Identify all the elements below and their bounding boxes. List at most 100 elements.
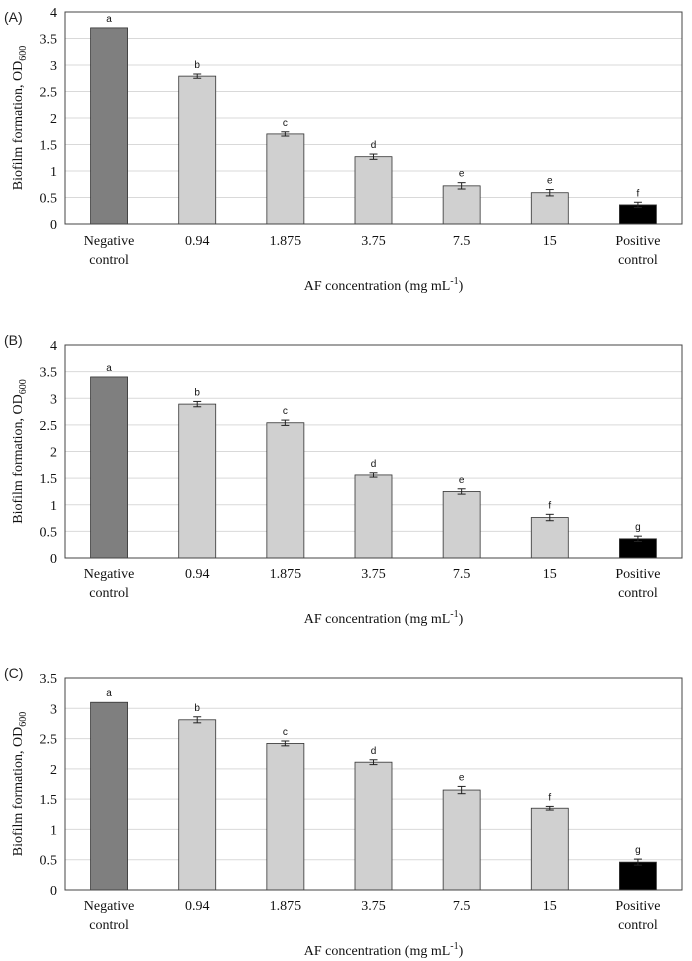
panel-label: (A) — [4, 9, 23, 25]
bar — [178, 403, 217, 559]
x-tick-label: Positive — [615, 567, 660, 582]
significance-letter: b — [194, 387, 200, 398]
x-axis-title: AF concentration (mg mL-1) — [304, 276, 464, 294]
y-tick-label: 3.5 — [40, 672, 58, 687]
y-tick-label: 1.5 — [40, 793, 58, 808]
significance-letter: b — [194, 703, 200, 714]
y-tick-label: 2.5 — [40, 86, 58, 101]
x-tick-label: 1.875 — [270, 234, 302, 249]
y-tick-label: 3 — [50, 59, 57, 74]
x-tick-label: control — [618, 918, 658, 933]
x-tick-label: 7.5 — [453, 234, 471, 249]
y-tick-label: 4 — [50, 339, 57, 354]
y-tick-label: 1 — [50, 165, 57, 180]
significance-letter: d — [371, 746, 377, 757]
significance-letter: e — [459, 772, 465, 783]
x-tick-label: 0.94 — [185, 234, 210, 249]
y-tick-label: 3 — [50, 392, 57, 407]
bar — [90, 701, 128, 891]
bar — [530, 517, 569, 559]
y-tick-label: 2 — [50, 112, 57, 127]
x-tick-label: 0.94 — [185, 567, 210, 582]
significance-letter: f — [637, 188, 640, 199]
bar — [266, 422, 305, 559]
significance-letter: b — [194, 60, 200, 71]
x-tick-label: 15 — [543, 899, 557, 914]
bar — [530, 192, 569, 225]
x-tick-label: 15 — [543, 234, 557, 249]
panel-label: (C) — [4, 665, 23, 681]
x-tick-label: 1.875 — [270, 567, 302, 582]
significance-letter: a — [106, 14, 112, 25]
x-tick-label: control — [618, 253, 658, 268]
significance-letter: e — [459, 169, 465, 180]
chart-panel-3: (C) 0 0.5 1 1.5 2 2.5 3 3.5 a Negative control b 0.94… — [4, 665, 683, 959]
x-tick-label: Negative — [84, 899, 135, 914]
x-tick-label: control — [89, 918, 129, 933]
y-tick-label: 3.5 — [40, 366, 58, 381]
x-tick-label: control — [89, 253, 129, 268]
significance-letter: a — [106, 688, 112, 699]
chart-panel-2: (B) 0 0.5 1 1.5 2 2.5 3 3.5 4 a Negative control b 0.9… — [4, 332, 683, 627]
y-tick-label: 2 — [50, 446, 57, 461]
significance-letter: a — [106, 363, 112, 374]
x-tick-label: Positive — [615, 899, 660, 914]
bar — [266, 743, 305, 891]
bar — [354, 761, 393, 891]
bar — [266, 133, 305, 225]
significance-letter: c — [283, 727, 288, 738]
plot-frame — [64, 11, 683, 225]
significance-letter: f — [548, 500, 551, 511]
bar — [442, 789, 481, 891]
y-tick-label: 0 — [50, 884, 57, 899]
y-axis-title: Biofilm formation, OD600 — [11, 46, 29, 191]
x-tick-label: control — [618, 586, 658, 601]
y-tick-label: 2.5 — [40, 419, 58, 434]
y-tick-label: 0 — [50, 218, 57, 233]
y-tick-label: 1.5 — [40, 139, 58, 154]
y-tick-label: 2.5 — [40, 733, 58, 748]
y-tick-label: 1 — [50, 823, 57, 838]
plot-frame — [64, 344, 683, 559]
bar — [354, 156, 393, 225]
x-tick-label: 7.5 — [453, 567, 471, 582]
x-tick-label: Negative — [84, 567, 135, 582]
bar — [178, 719, 217, 891]
bar — [619, 861, 657, 891]
significance-letter: g — [635, 845, 641, 856]
panel-label: (B) — [4, 332, 23, 348]
x-tick-label: Positive — [615, 234, 660, 249]
significance-letter: c — [283, 406, 288, 417]
bar — [442, 185, 481, 225]
y-tick-label: 0.5 — [40, 854, 58, 869]
bar — [354, 474, 393, 559]
significance-letter: d — [371, 459, 377, 470]
significance-letter: g — [635, 522, 641, 533]
y-axis-title: Biofilm formation, OD600 — [11, 712, 29, 857]
significance-letter: e — [547, 176, 553, 187]
x-tick-label: control — [89, 586, 129, 601]
y-tick-label: 0 — [50, 552, 57, 567]
x-tick-label: 3.75 — [361, 234, 386, 249]
x-axis-title: AF concentration (mg mL-1) — [304, 941, 464, 959]
y-tick-label: 3.5 — [40, 33, 58, 48]
y-tick-label: 4 — [50, 6, 57, 21]
significance-letter: f — [548, 792, 551, 803]
significance-letter: d — [371, 140, 377, 151]
bar — [530, 807, 569, 891]
x-axis-title: AF concentration (mg mL-1) — [304, 609, 464, 627]
y-tick-label: 1 — [50, 499, 57, 514]
x-tick-label: 15 — [543, 567, 557, 582]
significance-letter: c — [283, 118, 288, 129]
bar — [90, 27, 128, 225]
x-tick-label: Negative — [84, 234, 135, 249]
significance-letter: e — [459, 475, 465, 486]
x-tick-label: 3.75 — [361, 567, 386, 582]
y-tick-label: 1.5 — [40, 472, 58, 487]
chart-panel-1: (A) 0 0.5 1 1.5 2 2.5 3 3.5 4 a Negative control b 0.9… — [4, 6, 683, 294]
plot-frame — [64, 677, 683, 891]
y-tick-label: 2 — [50, 763, 57, 778]
x-tick-label: 1.875 — [270, 899, 302, 914]
y-tick-label: 0.5 — [40, 192, 58, 207]
